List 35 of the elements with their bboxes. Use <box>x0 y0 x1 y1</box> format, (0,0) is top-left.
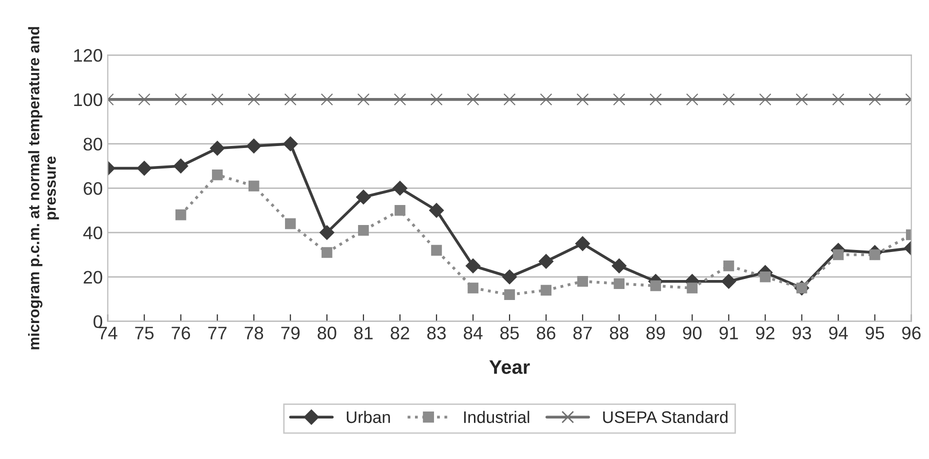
x-tick-label: 78 <box>244 326 264 340</box>
x-tick-label: 75 <box>135 326 154 340</box>
y-tick-label: 40 <box>83 226 102 240</box>
x-tick-label: 76 <box>172 326 190 340</box>
legend-label: Industrial <box>464 410 530 424</box>
x-tick-label: 96 <box>902 326 921 340</box>
x-tick-label: 80 <box>318 326 336 340</box>
x-tick-label: 77 <box>208 326 226 340</box>
x-tick-label: 79 <box>281 326 300 340</box>
x-tick-label: 90 <box>682 326 702 340</box>
x-tick-label: 95 <box>866 326 884 340</box>
y-tick-label: 20 <box>84 270 102 284</box>
x-tick-label: 91 <box>720 326 738 340</box>
legend-label: USEPA Standard <box>603 410 728 424</box>
x-axis-title: Year <box>489 360 530 374</box>
y-tick-label: 60 <box>84 182 102 195</box>
x-tick-label: 82 <box>390 326 410 340</box>
x-tick-label: 93 <box>792 326 812 340</box>
x-tick-label: 81 <box>354 326 373 340</box>
x-tick-label: 86 <box>536 326 556 340</box>
legend-label: Urban <box>346 410 390 424</box>
x-tick-label: 89 <box>646 326 665 340</box>
y-tick-label: 100 <box>74 93 102 106</box>
x-tick-label: 94 <box>829 326 848 340</box>
x-tick-label: 84 <box>464 326 483 340</box>
y-tick-label: 120 <box>74 49 102 62</box>
x-tick-label: 83 <box>427 326 446 340</box>
x-tick-label: 87 <box>573 326 592 340</box>
x-tick-label: 88 <box>610 326 628 340</box>
y-tick-label: 0 <box>94 315 102 328</box>
y-tick-label: 80 <box>84 138 102 151</box>
x-tick-label: 74 <box>98 326 118 340</box>
y-axis-title: microgram p.c.m. at normal temperature and pressure <box>28 27 59 350</box>
x-tick-label: 85 <box>500 326 519 340</box>
x-tick-label: 92 <box>756 326 774 340</box>
